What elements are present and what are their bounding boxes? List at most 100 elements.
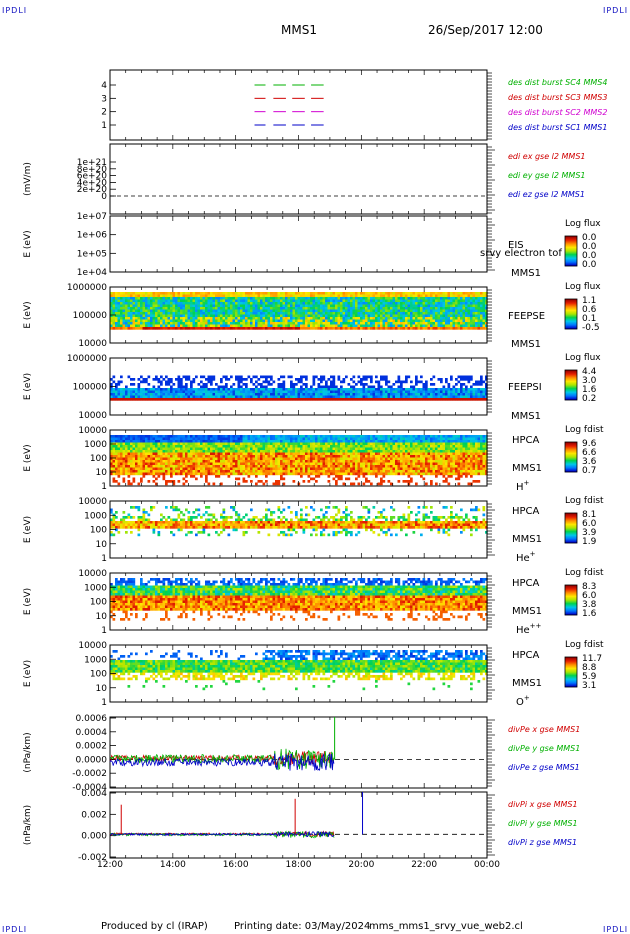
ytick-label-hpca_hepp: 10 bbox=[96, 612, 108, 622]
colorbar-cell-hpca_o bbox=[565, 664, 577, 666]
colorbar-tick-hpca_h: 9.6 bbox=[582, 439, 597, 449]
colorbar-cell-feepse bbox=[565, 325, 577, 327]
spectrogram-hpca_h bbox=[110, 435, 488, 486]
colorbar-cell-hpca_h bbox=[565, 468, 577, 470]
colorbar-cell-eis bbox=[565, 244, 577, 246]
colorbar-cell-hpca_o bbox=[565, 669, 577, 671]
ytick-label-eis: 1e+04 bbox=[77, 268, 108, 278]
colorbar-cell-feepse bbox=[565, 306, 577, 308]
colorbar-cell-feepse bbox=[565, 326, 577, 328]
side-label-instrument-hpca_h: HPCA bbox=[512, 435, 540, 446]
colorbar-cell-feepsi bbox=[565, 398, 577, 400]
colorbar-cell-feepse bbox=[565, 311, 577, 313]
colorbar-cell-feepsi bbox=[565, 394, 577, 396]
ytick-label-burst: 1 bbox=[101, 121, 107, 131]
ytick-label-hpca_o: 1000 bbox=[84, 655, 107, 665]
colorbar-cell-hpca_hepp bbox=[565, 608, 577, 610]
ytick-label-edi: 6e+20 bbox=[77, 172, 108, 182]
colorbar-cell-hpca_h bbox=[565, 465, 577, 467]
colorbar-cell-eis bbox=[565, 252, 577, 254]
ytick-label-eis: 1e+07 bbox=[77, 212, 107, 222]
corner-mark-bottom-left: IPDLI bbox=[2, 925, 28, 934]
colorbar-cell-hpca_he bbox=[565, 516, 577, 518]
colorbar-cell-hpca_o bbox=[565, 677, 577, 679]
side-label-spacecraft-hpca_o: MMS1 bbox=[512, 678, 542, 689]
colorbar-cell-hpca_h bbox=[565, 464, 577, 466]
colorbar-cell-eis bbox=[565, 241, 577, 243]
colorbar-cell-feepse bbox=[565, 316, 577, 318]
colorbar-cell-eis bbox=[565, 259, 577, 261]
legend-burst-0: des dist burst SC1 MMS1 bbox=[508, 123, 607, 132]
colorbar-cell-feepsi bbox=[565, 378, 577, 380]
colorbar-cell-hpca_hepp bbox=[565, 612, 577, 614]
colorbar-cell-hpca_he bbox=[565, 542, 577, 544]
colorbar-cell-eis bbox=[565, 239, 577, 241]
colorbar-cell-feepsi bbox=[565, 377, 577, 379]
colorbar-cell-feepse bbox=[565, 323, 577, 325]
colorbar-cell-hpca_he bbox=[565, 529, 577, 531]
colorbar-cell-hpca_he bbox=[565, 530, 577, 532]
date-title: 26/Sep/2017 12:00 bbox=[428, 23, 543, 37]
colorbar-cell-hpca_h bbox=[565, 451, 577, 453]
colorbar-cell-feepsi bbox=[565, 397, 577, 399]
ytick-label-hpca_h: 10 bbox=[96, 468, 108, 478]
colorbar-frame-feepse bbox=[564, 298, 578, 330]
legend-burst-1: des dist burst SC2 MMS2 bbox=[508, 108, 607, 117]
side-label-spacecraft-eis: MMS1 bbox=[511, 268, 541, 279]
legend-burst-3: des dist burst SC4 MMS4 bbox=[508, 78, 607, 87]
colorbar-tick-hpca_hepp: 8.3 bbox=[582, 582, 596, 592]
colorbar-cell-hpca_h bbox=[565, 460, 577, 462]
colorbar-tick-feepse: 0.6 bbox=[582, 305, 597, 315]
colorbar-cell-feepsi bbox=[565, 390, 577, 392]
colorbar-cell-hpca_he bbox=[565, 515, 577, 517]
colorbar-cell-eis bbox=[565, 255, 577, 257]
time-axis-label: 12:00 bbox=[97, 860, 123, 870]
colorbar-tick-hpca_he: 1.9 bbox=[582, 537, 597, 547]
legend-edi-1: edi ey gse l2 MMS1 bbox=[508, 171, 586, 180]
panel-frame-eis bbox=[109, 215, 488, 273]
colorbar-cell-eis bbox=[565, 254, 577, 256]
footer-produced-by: Produced by cl (IRAP) bbox=[101, 921, 208, 932]
colorbar-cell-feepse bbox=[565, 315, 577, 317]
ylabel-hpca_h: E (eV) bbox=[23, 444, 33, 471]
colorbar-cell-hpca_he bbox=[565, 523, 577, 525]
colorbar-cell-hpca_o bbox=[565, 672, 577, 674]
ytick-label-hpca_he: 10 bbox=[96, 540, 108, 550]
colorbar-cell-hpca_h bbox=[565, 449, 577, 451]
spectrogram-feepsi bbox=[110, 375, 488, 401]
colorbar-cell-eis bbox=[565, 238, 577, 240]
colorbar-cell-hpca_o bbox=[565, 661, 577, 663]
ytick-label-edi: 0 bbox=[101, 192, 107, 202]
legend-edi-0: edi ex gse l2 MMS1 bbox=[508, 152, 586, 161]
colorbar-cell-eis bbox=[565, 247, 577, 249]
side-label-spacecraft-hpca_he: MMS1 bbox=[512, 534, 542, 545]
species-charge-hpca_he: + bbox=[530, 550, 536, 558]
colorbar-cell-feepse bbox=[565, 314, 577, 316]
ytick-label-hpca_h: 100 bbox=[90, 454, 107, 464]
colorbar-cell-hpca_he bbox=[565, 533, 577, 535]
colorbar-tick-feepse: -0.5 bbox=[582, 323, 600, 333]
species-label-hpca_o: O+ bbox=[516, 694, 530, 708]
colorbar-cell-eis bbox=[565, 236, 577, 238]
ytick-label-feepsi: 100000 bbox=[73, 383, 108, 393]
colorbar-cell-hpca_h bbox=[565, 447, 577, 449]
ylabel-hpca_hepp: E (eV) bbox=[23, 588, 33, 615]
colorbar-cell-hpca_hepp bbox=[565, 590, 577, 592]
side-label-instrument-feepsi: FEEPSI bbox=[508, 382, 542, 393]
colorbar-cell-hpca_h bbox=[565, 443, 577, 445]
species-charge-hpca_hepp: ++ bbox=[530, 622, 542, 630]
colorbar-tick-hpca_h: 3.6 bbox=[582, 457, 597, 467]
series-line-divpi-2 bbox=[109, 830, 335, 838]
time-axis-label: 14:00 bbox=[160, 860, 186, 870]
colorbar-cell-feepsi bbox=[565, 396, 577, 398]
colorbar-cell-hpca_h bbox=[565, 445, 577, 447]
colorbar-cell-feepsi bbox=[565, 395, 577, 397]
colorbar-cell-feepse bbox=[565, 321, 577, 323]
colorbar-title-hpca_h: Log fdist bbox=[565, 425, 604, 435]
colorbar-cell-feepse bbox=[565, 320, 577, 322]
footer-script-name: mms_mms1_srvy_vue_web2.cl bbox=[369, 921, 523, 932]
colorbar-cell-hpca_hepp bbox=[565, 588, 577, 590]
colorbar-cell-hpca_o bbox=[565, 659, 577, 661]
colorbar-cell-feepsi bbox=[565, 385, 577, 387]
colorbar-cell-eis bbox=[565, 256, 577, 258]
